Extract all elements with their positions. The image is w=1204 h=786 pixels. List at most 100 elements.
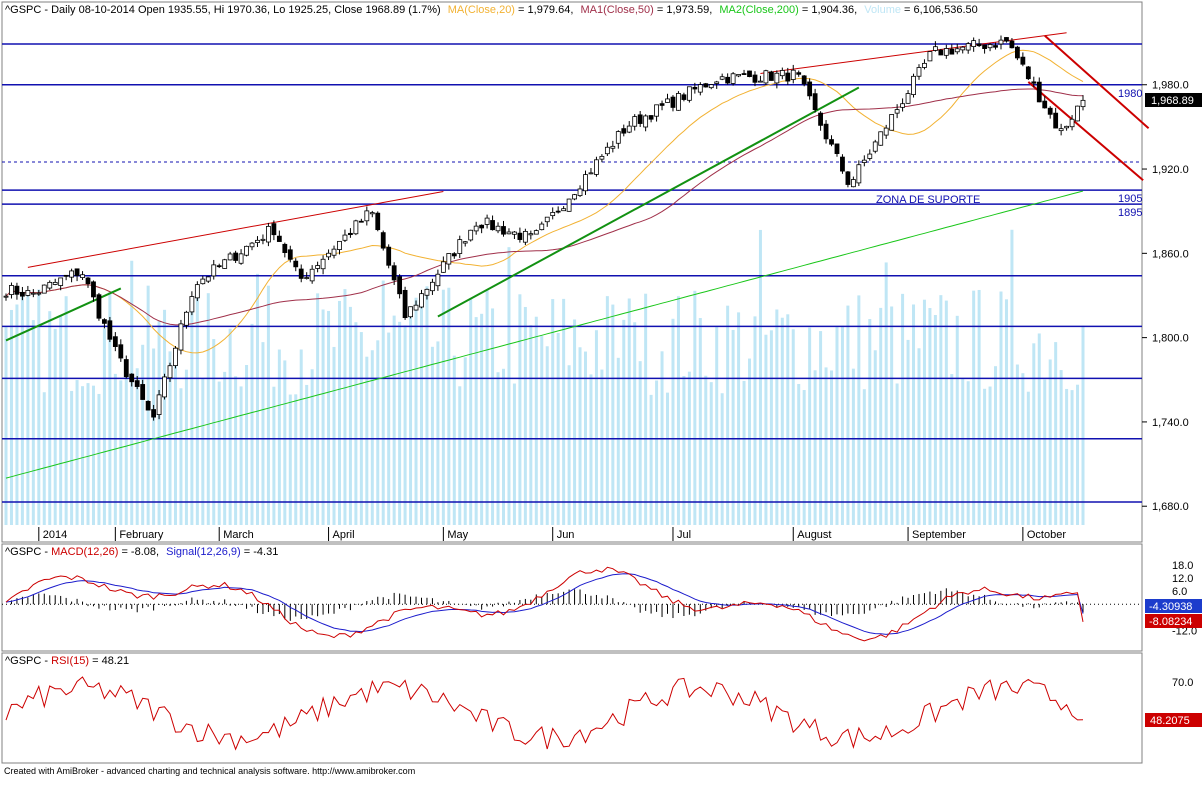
ma20-value: = 1,979.64, <box>518 4 573 16</box>
volume-bar <box>808 327 812 525</box>
volume-bar <box>97 393 101 525</box>
volume-bar <box>824 367 828 525</box>
volume-bar <box>359 332 363 525</box>
candle-body <box>779 70 785 77</box>
candle-body <box>823 123 829 140</box>
volume-bar <box>534 316 538 525</box>
candle-body <box>74 268 80 276</box>
candle-body <box>140 384 146 400</box>
volume-bar <box>288 394 292 525</box>
volume-bar <box>972 290 976 525</box>
volume-bar <box>108 290 112 525</box>
candle-body <box>123 359 129 378</box>
candle-body <box>993 45 998 48</box>
candle-body <box>916 67 922 77</box>
level-1980-label: 1980 <box>1118 88 1142 100</box>
volume-bar <box>939 295 943 525</box>
candle-body <box>686 86 692 101</box>
candle-body <box>922 62 927 68</box>
price-tick-label: 1,980.0 <box>1152 80 1189 92</box>
rsi-label: RSI(15) <box>51 655 89 667</box>
last-price-badge <box>1145 93 1202 107</box>
volume-bar <box>802 390 806 525</box>
volume-bar <box>507 247 511 525</box>
candle-body <box>949 48 955 55</box>
month-label: August <box>797 529 831 541</box>
candle-body <box>604 146 610 155</box>
candle-body <box>156 394 162 416</box>
volume-bar <box>239 386 243 525</box>
candle-body <box>358 220 364 223</box>
rsi-pane[interactable] <box>1 652 1143 764</box>
candle-body <box>200 278 206 285</box>
candle-body <box>457 239 463 254</box>
candle-body <box>637 114 643 124</box>
candle-body <box>293 260 299 268</box>
ma20-label: MA(Close,20) <box>448 4 515 16</box>
candle-body <box>424 288 430 296</box>
candle-body <box>1031 81 1037 84</box>
candle-body <box>714 81 720 84</box>
volume-bar <box>676 296 680 525</box>
volume-bar <box>299 349 303 525</box>
candle-body <box>495 225 501 232</box>
volume-bar <box>316 293 320 525</box>
volume-bar <box>944 300 948 525</box>
upper-channel-line-1 <box>27 191 444 268</box>
volume-bar <box>403 325 407 525</box>
candle-body <box>1036 81 1042 103</box>
candle-body <box>856 164 862 184</box>
volume-bar <box>53 328 57 525</box>
candle-body <box>681 94 687 100</box>
volume-bar <box>775 309 779 525</box>
volume-bar <box>124 372 128 525</box>
candle-body <box>932 46 938 51</box>
candle-body <box>419 293 424 308</box>
volume-bar <box>879 307 883 525</box>
candle-body <box>577 188 583 197</box>
level-1905-label: 1905 <box>1118 193 1142 205</box>
candle-body <box>818 112 823 126</box>
price-tick-label: 1,680.0 <box>1152 501 1189 513</box>
volume-bar <box>600 369 604 525</box>
candle-body <box>233 252 239 261</box>
volume-bar <box>704 375 708 525</box>
candle-body <box>96 294 102 319</box>
candle-body <box>522 231 528 243</box>
volume-bars <box>4 229 1085 526</box>
candle-body <box>145 400 151 411</box>
candle-body <box>41 284 47 294</box>
volume-bar <box>851 368 855 525</box>
candle-body <box>227 253 233 261</box>
volume-bar <box>753 316 757 525</box>
ma200-value: = 1,904.36, <box>802 4 857 16</box>
macd-pane[interactable] <box>1 543 1143 652</box>
volume-bar <box>912 304 916 525</box>
ma50-value: = 1,973.59, <box>657 4 712 16</box>
candle-body <box>872 141 878 152</box>
volume-bar <box>496 372 500 525</box>
candle-body <box>703 83 709 88</box>
candle-body <box>298 268 304 279</box>
macd-prefix: ^GSPC - <box>5 546 51 558</box>
month-axis: 2014 February March April May Jun Jul August Sep… <box>38 527 1066 541</box>
candle-body <box>309 268 315 282</box>
candle-body <box>369 212 375 215</box>
candle-body <box>572 194 577 200</box>
candle-body <box>282 243 288 253</box>
volume-bar <box>327 310 331 525</box>
volume-bar <box>666 392 670 525</box>
candle-body <box>244 245 249 256</box>
volume-bar <box>179 388 183 525</box>
candle-body <box>829 139 834 145</box>
candle-body <box>758 80 763 83</box>
candle-body <box>878 131 884 146</box>
volume-bar <box>228 328 232 525</box>
volume-bar <box>928 308 932 525</box>
macd-header: ^GSPC - MACD(12,26) = -8.08, Signal(12,2… <box>5 546 278 558</box>
volume-bar <box>245 365 249 525</box>
candle-body <box>1080 99 1086 108</box>
price-pane[interactable] <box>1 1 1143 543</box>
volume-bar <box>873 350 877 525</box>
